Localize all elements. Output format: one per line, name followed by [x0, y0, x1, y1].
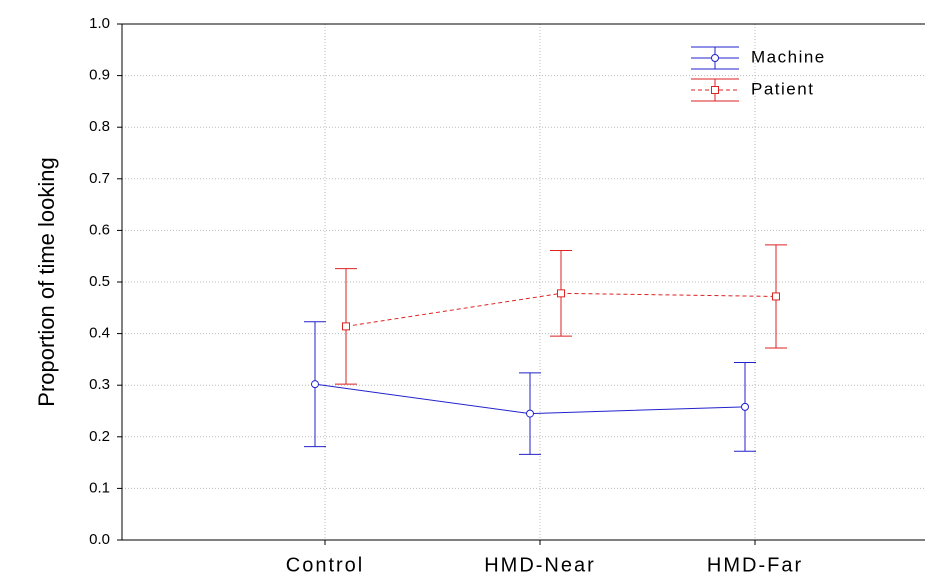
- legend-label: Patient: [751, 79, 814, 98]
- y-tick-label: 0.2: [89, 428, 110, 445]
- y-tick-label: 0.1: [89, 479, 110, 496]
- legend-marker: [712, 87, 719, 94]
- marker: [773, 293, 780, 300]
- marker: [742, 403, 749, 410]
- marker: [527, 410, 534, 417]
- y-tick-label: 1.0: [89, 15, 110, 32]
- x-tick-label: HMD-Near: [484, 554, 596, 576]
- chart: Proportion of time looking 0.0 0.1 0.2 0.3 0…: [0, 0, 925, 576]
- y-tick-label: 0.3: [89, 376, 110, 393]
- y-tick-label: 0.9: [89, 67, 110, 84]
- y-tick-label: 0.5: [89, 273, 110, 290]
- y-tick-label: 0.0: [89, 531, 110, 548]
- legend-label: Machine: [751, 47, 826, 66]
- marker: [343, 323, 350, 330]
- x-tick-label: Control: [286, 554, 364, 576]
- marker: [558, 290, 565, 297]
- y-tick-label: 0.8: [89, 118, 110, 135]
- legend-marker: [712, 55, 719, 62]
- y-tick-label: 0.4: [89, 325, 110, 342]
- y-tick-label: 0.7: [89, 170, 110, 187]
- marker: [312, 381, 319, 388]
- y-axis-label: Proportion of time looking: [34, 157, 59, 406]
- y-tick-label: 0.6: [89, 221, 110, 238]
- x-tick-label: HMD-Far: [707, 554, 803, 576]
